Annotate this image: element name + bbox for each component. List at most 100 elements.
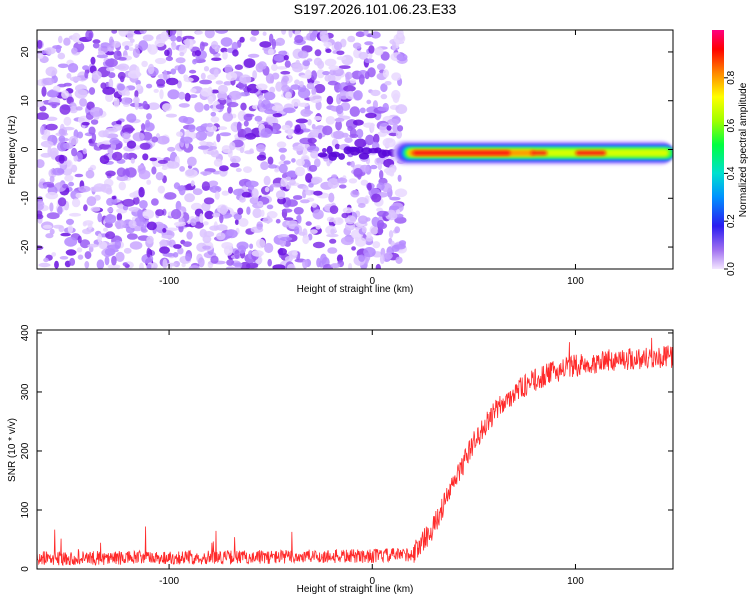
- heatmap-noise-cell: [265, 116, 276, 124]
- heatmap-noise-cell: [323, 41, 333, 48]
- heatmap-noise-cell: [310, 150, 319, 159]
- heatmap-noise-cell: [188, 124, 196, 133]
- heatmap-noise-cell: [63, 82, 72, 87]
- heatmap-noise-cell: [326, 145, 333, 155]
- heatmap-y-tick-label: -20: [20, 239, 31, 254]
- heatmap-noise-cell: [396, 53, 408, 62]
- heatmap-noise-cell: [330, 228, 335, 235]
- heatmap-noise-cell: [160, 31, 169, 42]
- heatmap-noise-cell: [170, 209, 182, 220]
- heatmap-noise-cell: [188, 265, 200, 269]
- heatmap-noise-cell: [123, 127, 135, 132]
- heatmap-noise-cell: [37, 159, 45, 169]
- heatmap-noise-cell: [151, 198, 159, 206]
- heatmap-noise-cell: [162, 103, 172, 112]
- heatmap-noise-cell: [213, 158, 223, 167]
- chart-title: S197.2026.101.06.23.E33: [294, 1, 457, 17]
- heatmap-noise-cell: [37, 112, 49, 120]
- heatmap-noise-cell: [111, 255, 117, 266]
- heatmap-noise-cell: [288, 30, 293, 38]
- heatmap-noise-cell: [173, 244, 182, 249]
- heatmap-noise-cell: [300, 108, 312, 117]
- heatmap-noise-cell: [270, 183, 284, 188]
- heatmap-noise-cell: [311, 87, 317, 96]
- heatmap-noise-cell: [219, 132, 232, 137]
- heatmap-noise-cell: [81, 121, 90, 126]
- snr-y-tick-label: 200: [20, 442, 31, 459]
- colorbar-tick-label: 0.0: [726, 262, 737, 276]
- heatmap-x-tick-label: 100: [567, 276, 584, 287]
- heatmap-noise-cell: [228, 90, 242, 100]
- heatmap-noise-cell: [347, 35, 356, 43]
- heatmap-noise-cell: [204, 210, 214, 220]
- heatmap-noise-cell: [357, 215, 369, 224]
- heatmap-noise-cell: [344, 215, 357, 225]
- heatmap-noise-cell: [227, 106, 232, 114]
- heatmap-noise-cell: [59, 104, 71, 115]
- heatmap-noise-cell: [84, 70, 89, 79]
- heatmap-noise-cell: [77, 40, 82, 45]
- heatmap-noise-cell: [44, 47, 56, 55]
- heatmap-noise-cell: [334, 143, 340, 150]
- heatmap-noise-cell: [194, 102, 204, 113]
- heatmap-noise-cell: [134, 90, 139, 99]
- heatmap-noise-cell: [113, 50, 122, 61]
- heatmap-noise-cell: [147, 63, 155, 75]
- heatmap-noise-cell: [278, 50, 288, 56]
- heatmap-noise-cell: [65, 249, 77, 256]
- heatmap-noise-cell: [164, 49, 170, 57]
- heatmap-noise-cell: [75, 192, 82, 199]
- heatmap-noise-cell: [292, 145, 304, 151]
- heatmap-noise-cell: [77, 235, 82, 244]
- heatmap-noise-cell: [255, 238, 266, 249]
- heatmap-noise-cell: [202, 235, 212, 244]
- heatmap-noise-cell: [171, 42, 177, 51]
- heatmap-noise-cell: [392, 40, 397, 51]
- heatmap-noise-cell: [202, 221, 209, 226]
- heatmap-noise-cell: [322, 148, 327, 153]
- heatmap-noise-cell: [105, 170, 116, 177]
- heatmap-noise-cell: [299, 80, 304, 88]
- heatmap-noise-cell: [111, 40, 121, 48]
- heatmap-noise-cell: [147, 44, 158, 55]
- heatmap-noise-cell: [366, 231, 372, 238]
- heatmap-noise-cell: [376, 210, 389, 217]
- heatmap-noise-cell: [154, 57, 167, 65]
- heatmap-noise-cell: [359, 164, 370, 173]
- heatmap-noise-cell: [59, 255, 69, 260]
- heatmap-noise-cell: [141, 60, 148, 68]
- heatmap-noise-cell: [114, 219, 126, 229]
- heatmap-noise-cell: [136, 83, 142, 90]
- heatmap-noise-cell: [63, 116, 72, 126]
- heatmap-noise-cell: [252, 70, 257, 80]
- heatmap-noise-cell: [90, 206, 101, 212]
- heatmap-noise-cell: [225, 229, 238, 239]
- heatmap-noise-cell: [379, 170, 384, 180]
- heatmap-noise-cell: [271, 105, 284, 112]
- heatmap-noise-cell: [79, 98, 88, 107]
- heatmap-noise-cell: [252, 208, 262, 219]
- heatmap-noise-cell: [203, 103, 210, 111]
- heatmap-noise-cell: [222, 112, 234, 122]
- heatmap-noise-cell: [73, 155, 78, 162]
- heatmap-noise-cell: [85, 30, 94, 40]
- heatmap-noise-cell: [176, 131, 183, 137]
- heatmap-noise-cell: [58, 225, 65, 233]
- heatmap-noise-cell: [128, 206, 140, 212]
- heatmap-noise-cell: [350, 160, 355, 168]
- heatmap-noise-cell: [348, 263, 353, 269]
- heatmap-noise-cell: [275, 37, 286, 47]
- heatmap-noise-cell: [369, 225, 379, 235]
- heatmap-noise-cell: [249, 243, 254, 249]
- heatmap-noise-cell: [119, 75, 125, 83]
- heatmap-noise-cell: [349, 106, 360, 117]
- heatmap-noise-cell: [312, 209, 324, 220]
- heatmap-noise-cell: [257, 200, 264, 207]
- heatmap-noise-cell: [325, 48, 332, 53]
- heatmap-noise-cell: [283, 54, 289, 61]
- heatmap-noise-cell: [106, 67, 115, 72]
- heatmap-noise-cell: [370, 89, 381, 97]
- colorbar-tick-label: 0.2: [726, 214, 737, 228]
- heatmap-noise-cell: [286, 263, 296, 269]
- heatmap-noise-cell: [57, 63, 69, 69]
